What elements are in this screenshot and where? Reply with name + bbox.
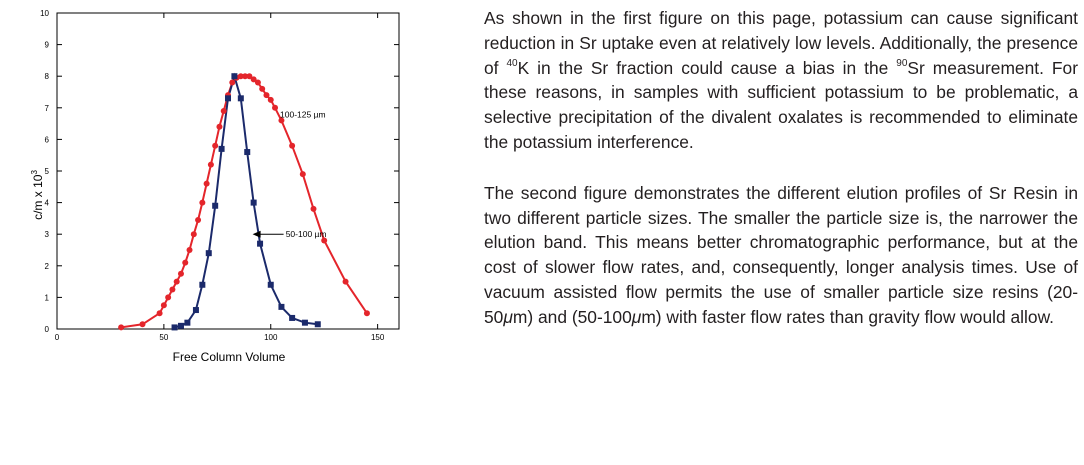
series-0-point [199,199,206,206]
series-0-point [321,237,328,244]
y-axis-title: c/m x 103 [30,170,45,220]
y-tick-label: 10 [40,9,49,18]
y-tick-label: 4 [45,199,50,208]
series-0-point [160,302,167,309]
series-1-point [218,145,225,152]
superscript-90: 90 [896,57,908,69]
x-tick-label: 150 [371,333,385,342]
series-1-point [192,307,199,314]
series-1-point [244,149,251,156]
x-tick-label: 100 [264,333,278,342]
series-0-point [165,294,172,301]
series-lines [120,72,368,329]
annotation-100-125: 100-125 µm [280,109,326,119]
series-0-point [169,286,176,293]
y-axis-title-exp: 3 [30,170,39,175]
series-0-point [263,92,270,99]
elution-chart: 0 1 2 3 4 5 6 7 8 9 10 0 50 100 150 Free Column Volume… [0,0,420,465]
body-text: As shown in the first figure on this pag… [484,6,1078,330]
series-0-point [156,310,163,317]
series-0-point [272,104,279,111]
paragraph-1: As shown in the first figure on this pag… [484,6,1078,155]
series-0-point [182,259,189,266]
series-0-point [250,76,257,83]
series-0-point [246,73,253,80]
series-0-point [190,231,197,238]
series-0-point [203,180,210,187]
series-1-point [171,324,178,331]
y-tick-label: 1 [45,293,50,302]
series-0-point [310,205,317,212]
mu-symbol-1: μ [503,306,513,327]
series-1-point [237,95,244,102]
series-line-0 [120,75,368,329]
series-0-point [186,247,193,253]
paragraph-1-part-1: As shown in the first figure on this pag… [484,8,1078,78]
y-axis-title-base: c/m x 10 [31,174,45,220]
series-0-point [254,79,261,86]
series-1-point [289,314,296,321]
series-0-point [363,310,370,317]
series-0-point [177,270,184,277]
series-1-point [184,319,191,326]
series-0-point [220,107,227,114]
series-0-point [207,161,214,168]
y-tick-label: 7 [45,104,50,113]
y-tick-label: 0 [45,325,50,334]
series-0-point [118,324,125,331]
series-0-point [278,117,285,124]
mu-symbol-2: μ [631,306,642,327]
series-0-point [173,278,180,285]
series-1-point [212,202,219,209]
series-1-point [267,281,274,288]
series-1-point [250,199,257,206]
series-0-point [212,142,219,149]
series-0-point [342,278,349,285]
series-1-point [199,281,206,288]
annotation-50-100: 50-100 µm [286,229,327,239]
series-0-point [289,142,296,149]
x-tick-label: 50 [159,333,168,342]
superscript-40: 40 [506,57,518,69]
series-0-point [139,321,146,328]
series-0-point [195,216,202,223]
series-0-point [267,96,274,103]
series-0-point [237,73,244,80]
y-tick-label: 6 [45,135,50,144]
x-tick-label: 0 [55,333,60,342]
paragraph-2-part-3: m) with faster flow rates than gravity f… [641,306,1055,327]
paragraph-1-part-2: K in the Sr fraction could cause a bias … [517,57,897,78]
paragraph-2-part-2: m) and (50-100 [512,306,632,327]
series-0-point [216,123,223,130]
series-1-point [278,303,285,310]
paragraph-1-part-3: Sr measurement. For these reasons, in sa… [484,57,1078,152]
series-1-point [231,73,238,80]
series-1-point [314,321,321,328]
series-1-point [301,319,308,326]
y-tick-label: 8 [45,72,50,81]
series-0-point [229,79,236,86]
y-tick-label: 9 [45,41,50,50]
series-points [118,73,370,331]
y-tick-label: 3 [45,230,50,239]
paragraph-2: The second figure demonstrates the diffe… [484,181,1078,330]
series-1-point [225,95,231,102]
series-1-point [177,322,184,329]
series-1-point [257,240,264,247]
annotation-arrow-head [252,230,261,238]
y-tick-label: 5 [45,167,50,176]
x-axis-title: Free Column Volume [173,350,286,364]
series-0-point [242,73,249,80]
series-0-point [259,85,266,92]
y-tick-label: 2 [45,262,50,271]
series-1-point [205,250,212,257]
paragraph-2-part-1: The second figure demonstrates the diffe… [484,182,1078,327]
series-0-point [299,171,306,178]
